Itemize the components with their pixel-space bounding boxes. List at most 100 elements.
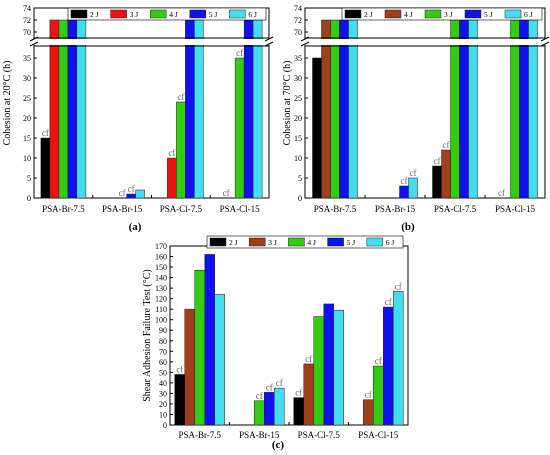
y-tick-label: 130	[155, 284, 167, 293]
bar-5J-PSA-Cl-15	[243, 19, 254, 199]
bar-6J-PSA-Br-7.5	[76, 19, 87, 199]
cf-label: cf	[443, 140, 450, 150]
bar-2J-PSA-Br-7.5	[40, 137, 51, 199]
category-label: PSA-Cl-15	[220, 204, 261, 214]
bar-5J-PSA-Cl-7.5	[323, 303, 334, 426]
y-tick-label: 170	[155, 242, 167, 251]
bar-6J-PSA-Br-15	[135, 189, 145, 199]
legend-label: 3 J	[268, 238, 277, 247]
bar-6J-PSA-Br-15	[274, 387, 285, 426]
legend-label: 2 J	[90, 10, 99, 19]
bar-6J-PSA-Cl-15	[528, 19, 538, 199]
cf-label: cf	[295, 388, 302, 398]
y-axis-label: Cohesion at 20°C (h)	[2, 61, 13, 146]
y-tick-label: 0	[298, 194, 302, 203]
bar-2J-PSA-Br-7.5	[174, 374, 185, 426]
cf-label: cf	[266, 382, 273, 392]
bar-6J-PSA-Cl-7.5	[468, 19, 478, 199]
legend-swatch	[504, 9, 522, 19]
cf-label: cf	[176, 364, 183, 374]
y-tick-label: 30	[23, 74, 31, 83]
y-tick-label: 20	[294, 114, 302, 123]
bar-3J-PSA-Cl-7.5	[450, 19, 460, 199]
legend-label: 4 J	[404, 10, 413, 19]
bar-3J-PSA-Cl-15	[510, 19, 520, 199]
cf-label: cf	[42, 128, 49, 138]
y-tick-label: 15	[23, 134, 31, 143]
y-tick-label: 10	[294, 154, 302, 163]
cf-label: cf	[119, 188, 126, 198]
cf-label: cf	[395, 281, 402, 291]
legend-label: 5 J	[484, 10, 493, 19]
y-tick-label: 70	[23, 28, 31, 37]
legend-label: 2 J	[364, 10, 373, 19]
cf-label: cf	[410, 168, 417, 178]
axis-break-mark	[264, 36, 274, 42]
bar-4J-PSA-Br-7.5	[194, 269, 205, 426]
cf-label: cf	[305, 354, 312, 364]
bar-3J-PSA-Cl-7.5	[303, 363, 314, 426]
category-label: PSA-Cl-15	[358, 430, 399, 440]
axis-break-mark	[540, 41, 550, 47]
bar-5J-PSA-Cl-7.5	[459, 19, 469, 199]
category-label: PSA-Br-15	[102, 204, 143, 214]
legend-swatch	[327, 237, 344, 247]
bar-5J-PSA-Cl-15	[383, 306, 394, 426]
y-tick-label: 70	[159, 347, 167, 356]
cf-label: cf	[236, 48, 243, 58]
cf-label: cf	[256, 391, 263, 401]
panel-label: (a)	[129, 221, 142, 233]
legend-label: 6 J	[248, 10, 257, 19]
cf-label: cf	[168, 148, 175, 158]
y-tick-label: 35	[23, 54, 31, 63]
y-tick-label: 50	[159, 368, 167, 377]
y-tick-label: 40	[159, 379, 167, 388]
y-tick-label: 74	[23, 4, 31, 13]
bar-3J-PSA-Cl-7.5	[167, 157, 177, 199]
y-tick-label: 70	[294, 28, 302, 37]
category-label: PSA-Br-15	[239, 430, 280, 440]
y-tick-label: 5	[27, 174, 31, 183]
y-tick-label: 5	[298, 174, 302, 183]
y-tick-label: 30	[159, 389, 167, 398]
bar-4J-PSA-Cl-7.5	[441, 149, 451, 199]
legend-swatch	[366, 237, 384, 247]
panel-label: (b)	[401, 221, 415, 233]
axis-break-gap	[303, 39, 547, 45]
y-tick-label: 110	[155, 305, 167, 314]
axis-break-mark	[264, 41, 274, 47]
y-tick-label: 30	[294, 74, 302, 83]
y-tick-label: 100	[155, 316, 167, 325]
y-tick-label: 74	[294, 4, 302, 13]
legend-label: 6 J	[386, 238, 395, 247]
legend-swatch	[110, 9, 127, 19]
bar-4J-PSA-Cl-7.5	[313, 316, 324, 426]
y-tick-label: 15	[294, 134, 302, 143]
bar-6J-PSA-Cl-7.5	[333, 309, 344, 426]
cf-label: cf	[401, 176, 408, 186]
cf-label: cf	[128, 184, 135, 194]
legend-swatch	[229, 9, 246, 19]
legend-swatch	[189, 9, 207, 19]
y-tick-label: 72	[23, 16, 31, 25]
axis-break-mark	[300, 41, 310, 47]
bar-2J-PSA-Cl-7.5	[432, 165, 442, 199]
legend-label: 3 J	[444, 10, 453, 19]
legend-swatch	[70, 9, 88, 19]
bar-4J-PSA-Cl-15	[234, 57, 245, 199]
category-label: PSA-Br-7.5	[314, 204, 357, 214]
bar-3J-PSA-Br-7.5	[49, 19, 60, 199]
bar-6J-PSA-Br-7.5	[214, 294, 225, 426]
legend-label: 5 J	[209, 10, 218, 19]
y-tick-label: 90	[159, 326, 167, 335]
y-tick-label: 0	[163, 421, 167, 430]
panel-label: (c)	[272, 439, 285, 451]
y-tick-label: 20	[23, 114, 31, 123]
y-tick-label: 35	[294, 54, 302, 63]
legend-label: 6 J	[524, 10, 533, 19]
bar-4J-PSA-Br-15	[254, 400, 265, 426]
y-tick-label: 25	[294, 94, 302, 103]
cf-label: cf	[177, 92, 184, 102]
legend-label: 3 J	[130, 10, 139, 19]
